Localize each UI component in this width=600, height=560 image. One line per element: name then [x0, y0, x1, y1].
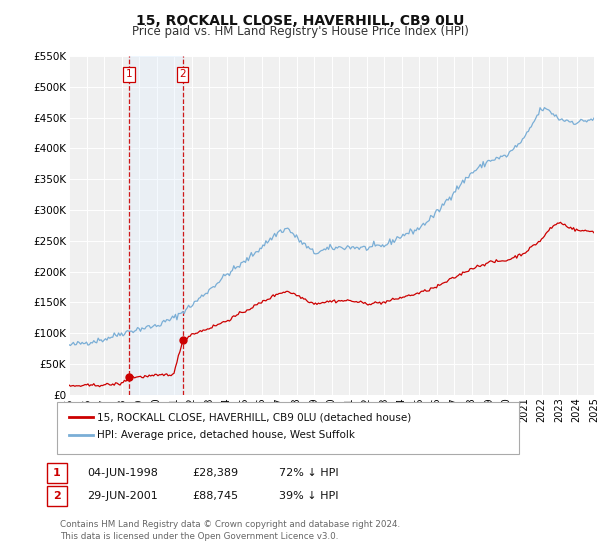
Text: £88,745: £88,745	[192, 491, 238, 501]
Text: £28,389: £28,389	[192, 468, 238, 478]
Text: 2: 2	[53, 491, 61, 501]
Bar	[129, 56, 182, 395]
Text: 29-JUN-2001: 29-JUN-2001	[87, 491, 158, 501]
Text: 15, ROCKALL CLOSE, HAVERHILL, CB9 0LU (detached house): 15, ROCKALL CLOSE, HAVERHILL, CB9 0LU (d…	[97, 412, 412, 422]
Text: 2: 2	[179, 69, 186, 80]
Text: 39% ↓ HPI: 39% ↓ HPI	[279, 491, 338, 501]
Text: 1: 1	[126, 69, 133, 80]
Text: Price paid vs. HM Land Registry's House Price Index (HPI): Price paid vs. HM Land Registry's House …	[131, 25, 469, 38]
Text: 15, ROCKALL CLOSE, HAVERHILL, CB9 0LU: 15, ROCKALL CLOSE, HAVERHILL, CB9 0LU	[136, 14, 464, 28]
Text: HPI: Average price, detached house, West Suffolk: HPI: Average price, detached house, West…	[97, 430, 355, 440]
Text: 72% ↓ HPI: 72% ↓ HPI	[279, 468, 338, 478]
Text: 1: 1	[53, 468, 61, 478]
Text: 04-JUN-1998: 04-JUN-1998	[87, 468, 158, 478]
Text: Contains HM Land Registry data © Crown copyright and database right 2024.: Contains HM Land Registry data © Crown c…	[60, 520, 400, 529]
Text: This data is licensed under the Open Government Licence v3.0.: This data is licensed under the Open Gov…	[60, 532, 338, 541]
